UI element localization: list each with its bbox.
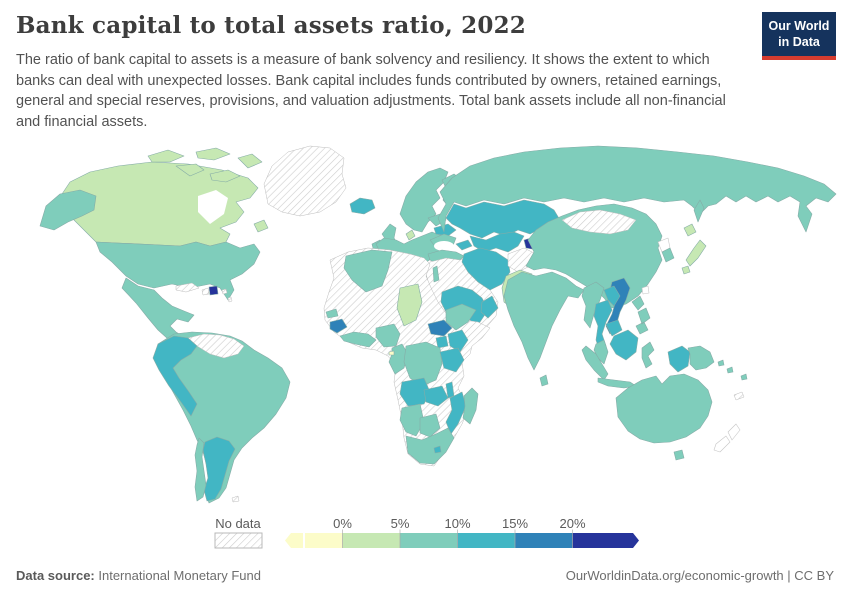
legend-tick-10: 10%	[444, 516, 470, 531]
country-sri-lanka[interactable]	[539, 374, 549, 387]
owid-logo-line1: Our World	[768, 19, 830, 33]
country-japan-kyushu[interactable]	[681, 265, 691, 275]
legend-segment-10-15[interactable]	[457, 533, 516, 548]
country-kenya[interactable]	[447, 329, 469, 353]
country-lesser-antilles[interactable]	[221, 288, 233, 303]
country-madagascar[interactable]	[462, 387, 479, 425]
chart-subtitle: The ratio of bank capital to assets is a…	[16, 52, 726, 130]
country-usa-alaska[interactable]	[39, 189, 97, 231]
country-cambodia[interactable]	[605, 319, 623, 337]
hudson-bay	[198, 190, 228, 224]
legend-tick-5: 5%	[391, 516, 410, 531]
country-mexico-central-america[interactable]	[121, 277, 195, 345]
country-russia-sakhalin[interactable]	[693, 199, 705, 223]
country-senegal[interactable]	[325, 308, 339, 319]
black-sea	[434, 241, 454, 251]
country-indonesia-papua[interactable]	[667, 345, 691, 373]
country-canada-newfoundland[interactable]	[253, 219, 269, 233]
country-australia-tasmania[interactable]	[673, 449, 685, 461]
country-cuba[interactable]	[175, 282, 200, 293]
country-uganda[interactable]	[435, 335, 449, 349]
country-nigeria[interactable]	[375, 323, 401, 348]
country-south-korea[interactable]	[661, 247, 675, 263]
country-indonesia-kalimantan[interactable]	[609, 329, 639, 361]
country-taiwan[interactable]	[641, 285, 650, 295]
no-data-label: No data	[215, 516, 261, 531]
country-oman[interactable]	[480, 295, 499, 319]
country-myanmar[interactable]	[581, 281, 605, 329]
license-link[interactable]: OurWorldinData.org/economic-growth | CC …	[565, 568, 834, 583]
country-south-africa[interactable]	[405, 427, 455, 465]
country-colombia-ecuador-peru[interactable]	[152, 335, 198, 417]
country-guinea[interactable]	[329, 318, 348, 334]
world-choropleth-map	[39, 145, 837, 504]
country-dominican-republic[interactable]	[208, 285, 219, 296]
country-belarus[interactable]	[433, 223, 457, 237]
country-india[interactable]	[503, 271, 585, 371]
page-title: Bank capital to total assets ratio, 2022	[16, 12, 526, 39]
country-greenland[interactable]	[263, 145, 347, 217]
country-west-africa-coast[interactable]	[339, 331, 377, 348]
country-philippines[interactable]	[631, 295, 651, 335]
owid-logo-line2: in Data	[778, 34, 820, 49]
country-norway-sweden[interactable]	[399, 167, 449, 233]
country-argentina[interactable]	[202, 436, 236, 502]
country-indonesia-sulawesi[interactable]	[641, 341, 655, 369]
country-iran[interactable]	[461, 247, 511, 291]
country-chad[interactable]	[396, 283, 423, 327]
data-source-value: International Monetary Fund	[98, 568, 261, 583]
country-falkland-islands[interactable]	[231, 495, 240, 503]
country-japan-honshu[interactable]	[685, 239, 707, 267]
country-israel-lebanon[interactable]	[432, 265, 440, 283]
country-mongolia[interactable]	[561, 209, 637, 235]
country-japan-hokkaido[interactable]	[683, 223, 697, 237]
country-new-caledonia[interactable]	[733, 391, 745, 401]
country-mozambique[interactable]	[445, 391, 467, 435]
country-ethiopia[interactable]	[445, 303, 477, 331]
owid-logo[interactable]: Our World in Data	[762, 12, 836, 61]
country-zambia[interactable]	[423, 385, 449, 407]
country-russia[interactable]	[437, 145, 837, 233]
country-united-states[interactable]	[95, 241, 261, 301]
country-algeria[interactable]	[343, 249, 393, 293]
country-laos[interactable]	[603, 285, 621, 307]
legend-segment-0-5[interactable]	[342, 533, 401, 548]
country-iceland[interactable]	[349, 197, 376, 215]
chart-footer: Data source: International Monetary Fund…	[16, 568, 834, 586]
country-tanzania[interactable]	[439, 347, 465, 373]
map-legend: No data 0% 5% 10% 15% 20%	[214, 516, 640, 549]
legend-tick-0: 0%	[333, 516, 352, 531]
country-caucasus[interactable]	[455, 239, 473, 251]
country-brazil-region[interactable]	[154, 331, 291, 504]
data-source-label: Data source:	[16, 568, 95, 583]
country-namibia[interactable]	[399, 403, 425, 437]
legend-tick-15: 15%	[502, 516, 528, 531]
no-data-swatch[interactable]	[214, 532, 263, 549]
country-australia[interactable]	[615, 373, 713, 444]
country-angola[interactable]	[399, 377, 431, 407]
country-lesotho[interactable]	[433, 445, 442, 454]
country-malaysia[interactable]	[593, 339, 609, 365]
country-papua-new-guinea[interactable]	[687, 345, 715, 371]
country-pacific-islands[interactable]	[717, 359, 748, 381]
country-new-zealand[interactable]	[713, 423, 741, 453]
legend-segment-below-0[interactable]	[285, 533, 343, 548]
country-south-sudan[interactable]	[427, 319, 453, 337]
legend-segment-15-20[interactable]	[515, 533, 573, 548]
country-canada-arctic-islands[interactable]	[147, 147, 263, 183]
legend-segment-5-10[interactable]	[400, 533, 458, 548]
country-denmark[interactable]	[405, 229, 416, 241]
country-botswana[interactable]	[419, 413, 441, 438]
country-chile[interactable]	[194, 437, 207, 502]
data-source: Data source: International Monetary Fund	[16, 568, 261, 583]
country-equatorial-guinea[interactable]	[388, 350, 395, 356]
legend-tick-20: 20%	[559, 516, 585, 531]
legend-segment-above-20[interactable]	[572, 533, 640, 548]
country-venezuela-guyanas[interactable]	[187, 333, 245, 359]
country-dr-congo[interactable]	[403, 341, 443, 387]
country-haiti[interactable]	[201, 287, 210, 296]
